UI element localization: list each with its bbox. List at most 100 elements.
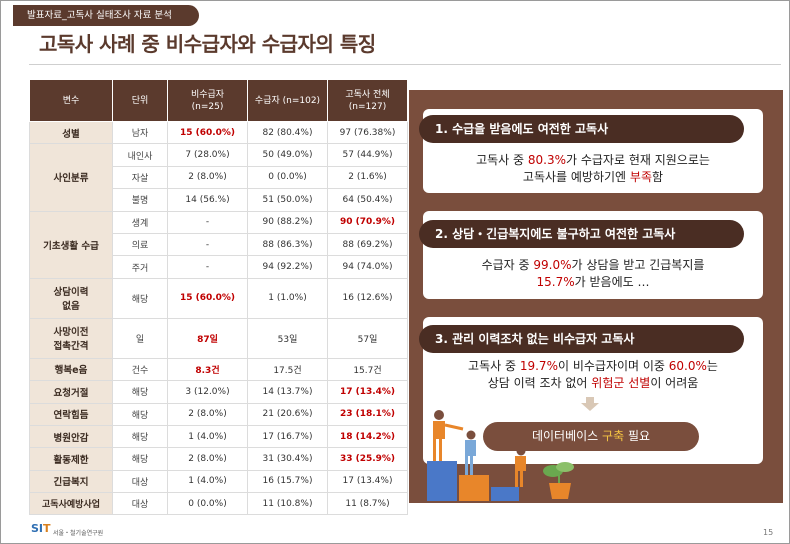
row-unit: 주거 <box>112 255 168 279</box>
page-number: 15 <box>763 528 774 537</box>
block-small <box>491 487 519 501</box>
finding-text-3: 고독사 중 19.7%이 비수급자이며 이중 60.0%는 상담 이력 조차 없… <box>468 359 718 390</box>
finding-title-2: 2. 상담・긴급복지에도 불구하고 여전한 고독사 <box>419 220 744 248</box>
col-header-variable: 변수 <box>29 79 113 122</box>
cell-recipient: 88 (86.3%) <box>247 232 328 257</box>
cell-non-recipient: 0 (0.0%) <box>167 492 248 516</box>
row-variable: 사인분류 <box>29 143 113 212</box>
row-unit: 의료 <box>112 232 168 257</box>
table-row: 병원안감 해당 1 (4.0%) 17 (16.7%) 18 (14.2%) <box>29 424 408 449</box>
cell-total: 64 (50.4%) <box>327 188 408 212</box>
row-variable: 연락힘듬 <box>29 402 113 426</box>
person-1-body <box>433 421 445 461</box>
page-title: 고독사 사례 중 비수급자와 수급자의 특징 <box>39 32 376 56</box>
cell-recipient: 90 (88.2%) <box>247 210 328 234</box>
col-header-total: 고독사 전체 (n=127) <box>327 79 408 122</box>
cell-non-recipient: 1 (4.0%) <box>167 469 248 494</box>
row-unit: 해당 <box>112 424 168 449</box>
cell-non-recipient: 7 (28.0%) <box>167 143 248 167</box>
cell-recipient: 21 (20.6%) <box>247 402 328 426</box>
row-variable: 행복e음 <box>29 357 113 382</box>
cell-non-recipient: - <box>167 255 248 279</box>
table-row: 주거 - 94 (92.2%) 94 (74.0%) <box>30 255 408 279</box>
cell-non-recipient: 87일 <box>167 317 248 359</box>
cell-recipient: 31 (30.4%) <box>247 447 328 471</box>
col-header-non-recipient: 비수급자 (n=25) <box>167 79 248 122</box>
person-2-body <box>465 440 476 475</box>
table-row: 요청거절 해당 3 (12.0%) 14 (13.7%) 17 (13.4%) <box>29 380 408 404</box>
col-header-recipient: 수급자 (n=102) <box>247 79 328 122</box>
cell-total: 33 (25.9%) <box>327 447 408 471</box>
table-row: 기초생활 수급 생계 - 90 (88.2%) 90 (70.9%) <box>29 210 408 279</box>
cell-non-recipient: 15 (60.0%) <box>167 277 248 319</box>
cell-total: 23 (18.1%) <box>327 402 408 426</box>
cell-non-recipient: 15 (60.0%) <box>167 120 248 145</box>
finding-text-1: 고독사 중 80.3%가 수급자로 현재 지원으로는 고독사를 예방하기엔 부족… <box>476 153 710 184</box>
database-callout: 데이터베이스 구축 필요 <box>483 422 699 451</box>
table-row: 고독사예방사업 대상 0 (0.0%) 11 (10.8%) 11 (8.7%) <box>29 492 408 516</box>
row-variable: 활동제한 <box>29 447 113 471</box>
row-unit: 대상 <box>112 492 168 516</box>
teamwork-illustration <box>427 410 574 501</box>
cell-recipient: 11 (10.8%) <box>247 492 328 516</box>
cell-non-recipient: 2 (8.0%) <box>167 165 248 190</box>
row-unit: 일 <box>112 317 168 359</box>
institute-logo: SIT <box>31 522 51 535</box>
row-variable: 고독사예방사업 <box>29 492 113 516</box>
col-header-unit: 단위 <box>112 79 168 122</box>
row-unit: 해당 <box>112 277 168 319</box>
cell-total: 90 (70.9%) <box>327 210 408 234</box>
row-unit: 대상 <box>112 469 168 494</box>
cell-recipient: 17.5건 <box>247 357 328 382</box>
table-row: 의료 - 88 (86.3%) 88 (69.2%) <box>30 232 408 257</box>
row-unit: 남자 <box>112 120 168 145</box>
plant-leaf-2 <box>556 462 574 472</box>
cell-recipient: 16 (15.7%) <box>247 469 328 494</box>
table-row: 긴급복지 대상 1 (4.0%) 16 (15.7%) 17 (13.4%) <box>29 469 408 494</box>
finding-title-1: 1. 수급을 받음에도 여전한 고독사 <box>419 115 744 143</box>
cell-non-recipient: 8.3건 <box>167 357 248 382</box>
cell-total: 2 (1.6%) <box>327 165 408 190</box>
cell-non-recipient: 3 (12.0%) <box>167 380 248 404</box>
institute-name: 서울・철기술연구원 <box>53 530 104 537</box>
cell-recipient: 0 (0.0%) <box>247 165 328 190</box>
cell-total: 15.7건 <box>327 357 408 382</box>
cell-recipient: 14 (13.7%) <box>247 380 328 404</box>
cell-total: 17 (13.4%) <box>327 469 408 494</box>
cell-non-recipient: 2 (8.0%) <box>167 447 248 471</box>
row-variable: 요청거절 <box>29 380 113 404</box>
row-unit: 내인사 <box>112 143 168 167</box>
table-row: 자살 2 (8.0%) 0 (0.0%) 2 (1.6%) <box>30 165 408 190</box>
table-header-row: 변수 단위 비수급자 (n=25) 수급자 (n=102) 고독사 전체 (n=… <box>29 79 408 122</box>
comparison-table: 변수 단위 비수급자 (n=25) 수급자 (n=102) 고독사 전체 (n=… <box>29 79 408 516</box>
table-row: 연락힘듬 해당 2 (8.0%) 21 (20.6%) 23 (18.1%) <box>29 402 408 426</box>
cell-recipient: 94 (92.2%) <box>247 255 328 279</box>
block-blue <box>427 461 457 501</box>
cell-recipient: 50 (49.0%) <box>247 143 328 167</box>
cell-recipient: 82 (80.4%) <box>247 120 328 145</box>
cell-total: 97 (76.38%) <box>327 120 408 145</box>
row-variable: 기초생활 수급 <box>29 210 113 279</box>
cell-non-recipient: 14 (56.%) <box>167 188 248 212</box>
row-unit: 해당 <box>112 402 168 426</box>
person-3-body <box>515 456 526 487</box>
section-tag: 발표자료_고독사 실태조사 자료 분석 <box>13 5 199 26</box>
row-unit: 해당 <box>112 380 168 404</box>
cell-recipient: 1 (1.0%) <box>247 277 328 319</box>
cell-recipient: 53일 <box>247 317 328 359</box>
table-row: 사망이전 접촉간격 일 87일 53일 57일 <box>29 317 408 359</box>
cell-total: 57 (44.9%) <box>327 143 408 167</box>
down-arrow-icon <box>581 403 599 411</box>
cell-recipient: 51 (50.0%) <box>247 188 328 212</box>
person-1-head <box>434 410 444 420</box>
plant-pot <box>549 483 571 499</box>
table-row: 성별 남자 15 (60.0%) 82 (80.4%) 97 (76.38%) <box>29 120 408 145</box>
row-variable: 병원안감 <box>29 424 113 449</box>
person-1-arm <box>444 423 464 431</box>
cell-non-recipient: 1 (4.0%) <box>167 424 248 449</box>
cell-total: 17 (13.4%) <box>327 380 408 404</box>
cell-total: 94 (74.0%) <box>327 255 408 279</box>
cell-total: 16 (12.6%) <box>327 277 408 319</box>
person-2-head <box>466 430 476 440</box>
